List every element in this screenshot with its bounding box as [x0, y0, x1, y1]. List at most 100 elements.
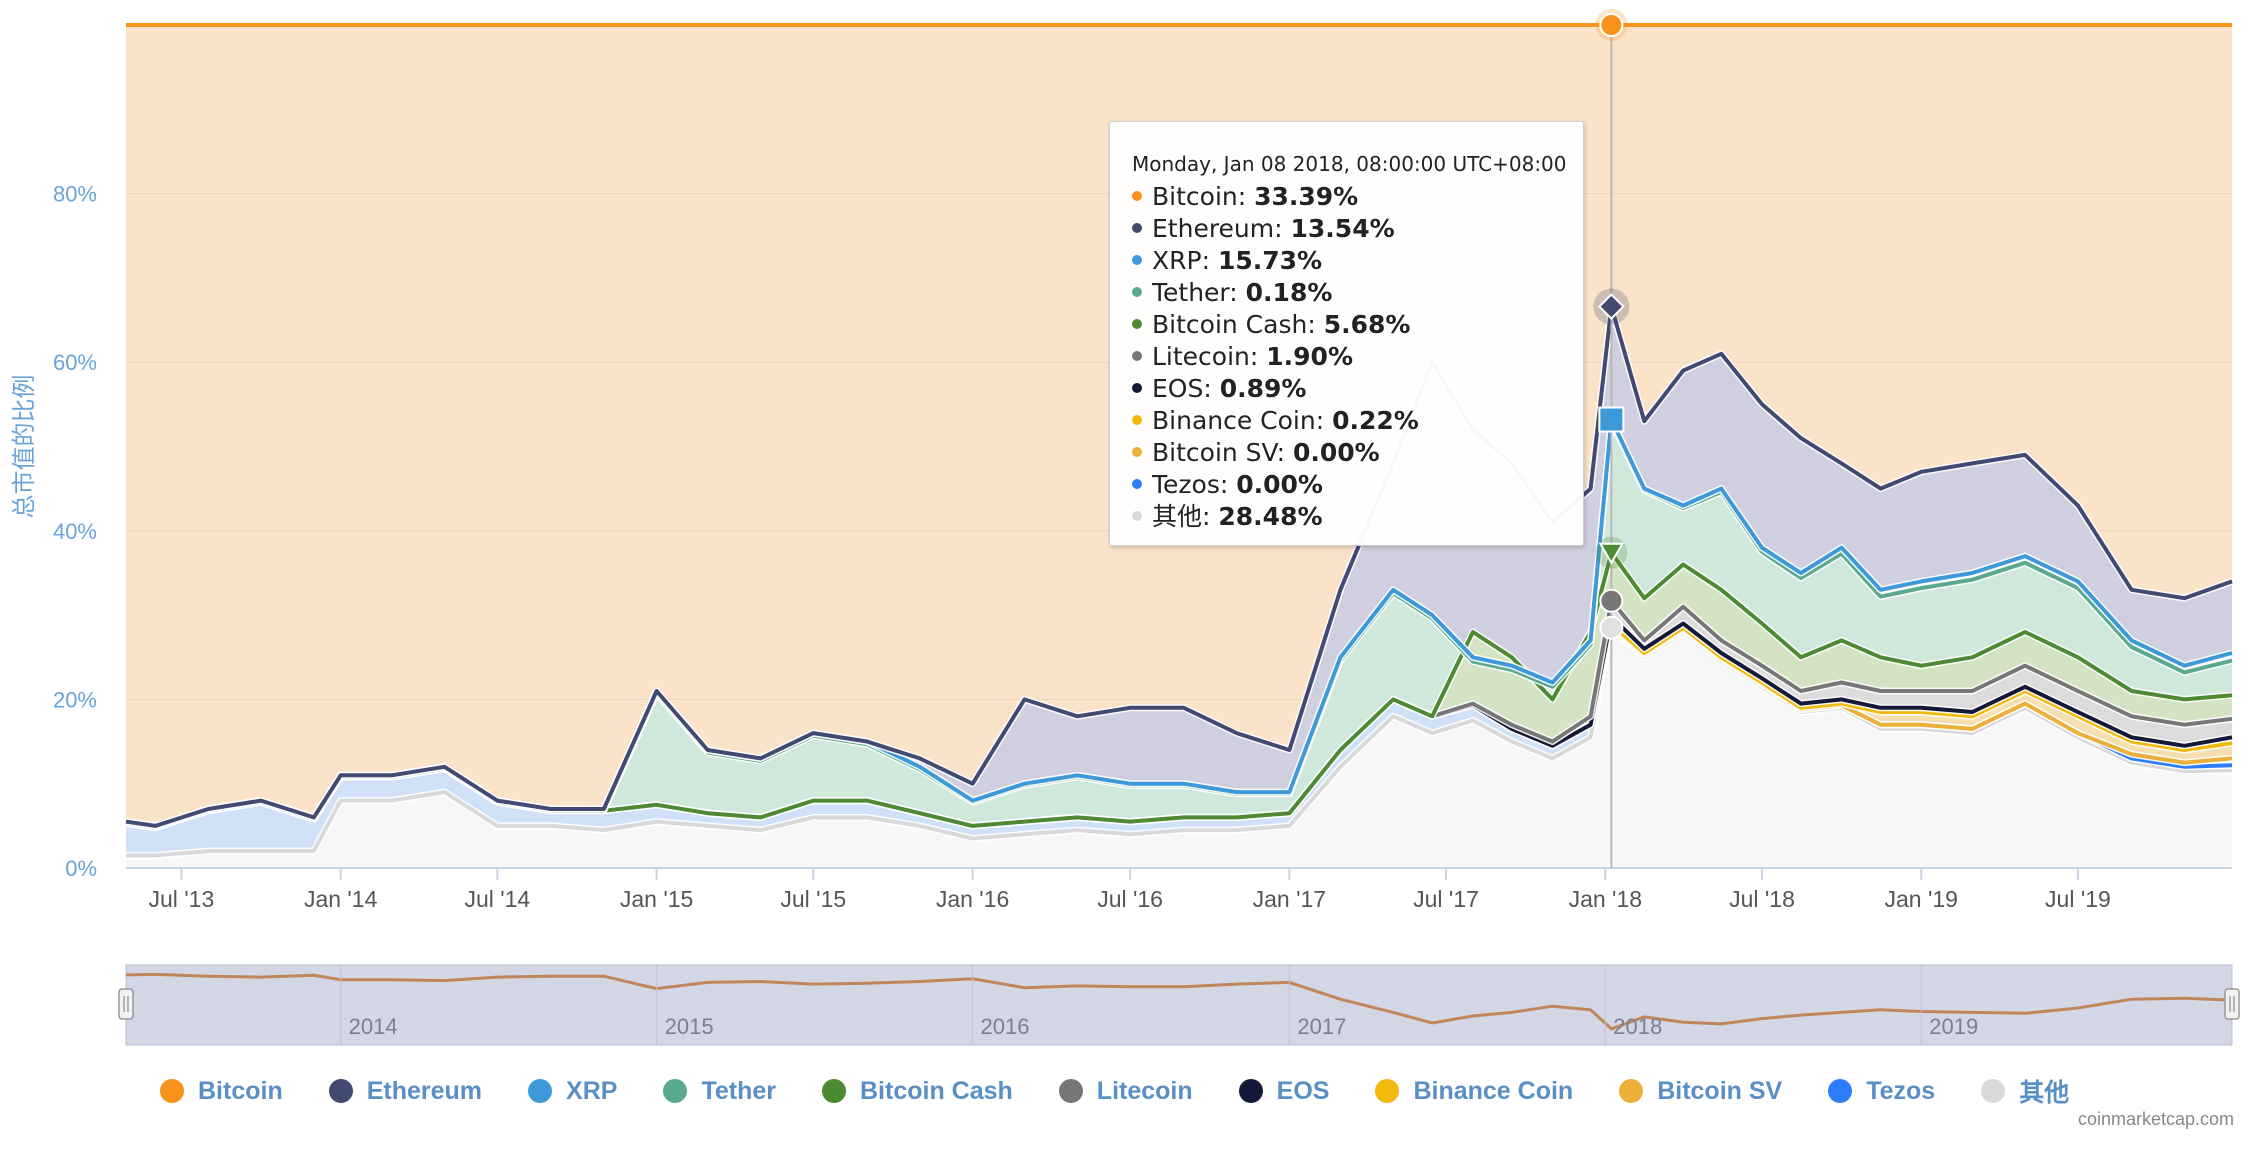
- legend-item[interactable]: Tether: [663, 1077, 776, 1106]
- legend-item[interactable]: EOS: [1238, 1076, 1330, 1106]
- tooltip-separator: :: [1274, 214, 1291, 243]
- x-tick-label: Jul '15: [780, 886, 846, 912]
- tooltip-row: Bitcoin SV: 0.00%: [1132, 437, 1583, 469]
- navigator-handle-right[interactable]: [2224, 988, 2240, 1020]
- navigator-handle-left[interactable]: [118, 988, 134, 1020]
- tooltip-series-name: Litecoin: [1152, 342, 1250, 371]
- tooltip-row: 其他: 28.48%: [1132, 501, 1583, 533]
- tooltip-row: Bitcoin: 33.39%: [1132, 181, 1583, 213]
- tooltip-series-value: 33.39%: [1254, 182, 1359, 211]
- legend-label: 其他: [2019, 1079, 2070, 1107]
- tooltip-separator: :: [1249, 342, 1267, 371]
- series-line-ethereum: [125, 304, 2233, 828]
- tooltip-series-value: 15.73%: [1217, 246, 1323, 275]
- legend-item[interactable]: 其他: [1981, 1073, 2069, 1109]
- legend-label: Bitcoin SV: [1657, 1076, 1783, 1105]
- legend: Bitcoin Ethereum XRP Tether Bitcoin Cash Lite…: [160, 1071, 2115, 1111]
- credits-link[interactable]: coinmarketcap.com: [2077, 1109, 2234, 1129]
- tooltip-series-name: Tezos: [1152, 470, 1220, 499]
- tooltip-series-dot: [1132, 447, 1142, 457]
- legend-swatch-icon: [1619, 1079, 1644, 1103]
- legend-label: Bitcoin Cash: [860, 1076, 1013, 1105]
- legend-item[interactable]: Bitcoin: [160, 1077, 283, 1106]
- hover-marker-bitcoin-cash: [1598, 542, 1625, 565]
- y-axis-title: 总市值的比例: [11, 375, 38, 519]
- y-tick-label: 20%: [53, 687, 97, 712]
- navigator-background: [125, 964, 2233, 1046]
- tooltip-series-name: Bitcoin: [1152, 182, 1238, 211]
- x-tick-label: Jul '18: [1729, 886, 1795, 912]
- legend-label: EOS: [1276, 1076, 1330, 1105]
- tooltip-row: Litecoin: 1.90%: [1132, 341, 1583, 373]
- series-area-ethereum: [126, 306, 2232, 826]
- tooltip-series-value: 13.54%: [1290, 214, 1395, 243]
- navigator-year-label: 2015: [665, 1014, 714, 1039]
- legend-item[interactable]: XRP: [528, 1077, 617, 1106]
- legend-item[interactable]: Ethereum: [328, 1076, 483, 1106]
- tooltip-series-value: 28.48%: [1218, 502, 1323, 531]
- tooltip-series-name: Tether: [1152, 278, 1230, 307]
- tooltip-row: XRP: 15.73%: [1132, 245, 1583, 277]
- legend-item[interactable]: Binance Coin: [1375, 1077, 1573, 1106]
- legend-item[interactable]: Litecoin: [1058, 1076, 1193, 1106]
- tooltip-row: Tether: 0.18%: [1132, 277, 1583, 309]
- legend-item[interactable]: Bitcoin Cash: [822, 1077, 1013, 1106]
- tooltip-series-dot: [1132, 351, 1142, 361]
- x-tick-label: Jan '16: [936, 886, 1009, 912]
- tooltip-rows: Bitcoin: 33.39% Ethereum: 13.54% XRP: 15.7…: [1132, 181, 1583, 533]
- tooltip-series-value: 1.90%: [1266, 342, 1353, 371]
- tooltip-separator: :: [1276, 438, 1293, 467]
- tooltip-series-value: 0.18%: [1245, 278, 1333, 307]
- tooltip-series-value: 0.00%: [1236, 470, 1323, 499]
- tooltip-separator: :: [1201, 246, 1218, 275]
- legend-item[interactable]: Bitcoin SV: [1619, 1077, 1782, 1106]
- legend-item[interactable]: Tezos: [1828, 1077, 1935, 1106]
- x-tick-label: Jan '14: [304, 886, 378, 912]
- y-tick-label: 40%: [53, 519, 97, 544]
- tooltip-series-value: 0.00%: [1292, 438, 1380, 467]
- tooltip-series-name: EOS: [1152, 374, 1204, 403]
- tooltip-separator: :: [1203, 374, 1220, 403]
- legend-label: Binance Coin: [1413, 1076, 1574, 1105]
- navigator-year-label: 2016: [981, 1014, 1030, 1039]
- legend-label: Bitcoin: [198, 1076, 283, 1105]
- tooltip-series-name: XRP: [1152, 246, 1202, 275]
- navigator-year-label: 2014: [349, 1014, 398, 1039]
- x-tick-label: Jul '19: [2045, 886, 2111, 912]
- tooltip-series-dot: [1132, 191, 1142, 201]
- tooltip-series-dot: [1132, 223, 1142, 233]
- tooltip-separator: :: [1202, 502, 1219, 531]
- tooltip-separator: :: [1315, 406, 1333, 435]
- hover-marker-ethereum: [1597, 293, 1625, 320]
- tooltip-row: Binance Coin: 0.22%: [1132, 405, 1583, 437]
- legend-label: Litecoin: [1096, 1076, 1193, 1105]
- tooltip-separator: :: [1229, 278, 1246, 307]
- tooltip-series-dot: [1132, 511, 1142, 521]
- legend-swatch-icon: [528, 1079, 553, 1103]
- navigator-year-label: 2017: [1297, 1014, 1346, 1039]
- tooltip-row: Ethereum: 13.54%: [1132, 213, 1583, 245]
- tooltip-series-name: Bitcoin SV: [1152, 438, 1277, 467]
- navigator-series-line: [125, 972, 2233, 1031]
- tooltip-series-value: 5.68%: [1323, 310, 1411, 339]
- tooltip-series-dot: [1132, 383, 1142, 393]
- x-tick-label: Jan '17: [1253, 886, 1326, 912]
- x-tick-label: Jan '18: [1569, 886, 1642, 912]
- legend-label: Ethereum: [366, 1076, 483, 1105]
- tooltip-series-dot: [1132, 287, 1142, 297]
- legend-swatch-icon: [1238, 1079, 1263, 1103]
- tooltip-separator: :: [1219, 470, 1237, 499]
- legend-label: XRP: [566, 1076, 618, 1105]
- legend-swatch-icon: [663, 1079, 688, 1103]
- tooltip-row: EOS: 0.89%: [1132, 373, 1583, 405]
- navigator-year-label: 2018: [1613, 1014, 1662, 1039]
- hover-marker-litecoin: [1599, 588, 1624, 613]
- tooltip-series-name: Binance Coin: [1152, 406, 1316, 435]
- legend-swatch-icon: [822, 1079, 846, 1103]
- legend-swatch-icon: [1058, 1079, 1083, 1103]
- tooltip-series-name: Bitcoin Cash: [1152, 310, 1308, 339]
- navigator-year-label: 2019: [1929, 1014, 1978, 1039]
- tooltip-series-dot: [1132, 479, 1142, 489]
- y-tick-label: 60%: [53, 350, 97, 375]
- tooltip-separator: :: [1237, 182, 1255, 211]
